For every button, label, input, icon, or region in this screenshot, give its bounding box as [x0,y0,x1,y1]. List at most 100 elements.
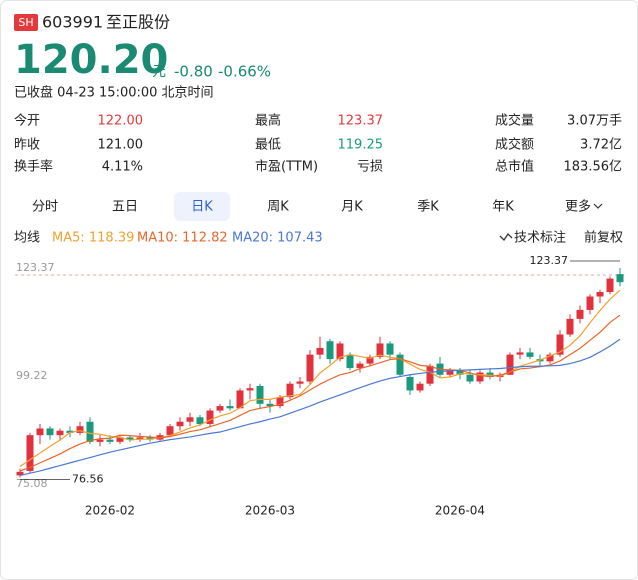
candle-body [306,354,314,382]
stat-value: 121.00 [98,138,144,153]
tab[interactable]: 更多 [565,199,591,215]
candle-body [216,406,224,411]
candle-body [256,385,264,404]
candle-body [336,343,344,360]
stat-value: 4.11% [102,160,143,175]
unit: 元 [152,64,166,80]
tab[interactable]: 年K [492,200,514,215]
candle-body [466,374,474,382]
ma-legend: MA10: 112.82 [137,231,228,246]
candle-body [326,341,334,360]
more-chevron [593,203,603,209]
candle-body [476,372,484,382]
candle-body [426,365,434,384]
stat-label: 市盈(TTM) [255,159,318,175]
candle-body [396,354,404,375]
candle-body [286,383,294,398]
candle-body [26,435,34,471]
tab[interactable]: 周K [267,200,289,215]
candle-body [376,343,384,357]
stat-label: 昨收 [14,138,40,153]
candle-body [506,354,514,375]
candle-body [356,363,364,369]
x-tick-label: 2026-04 [435,504,485,518]
x-tick-label: 2026-03 [245,504,295,518]
candle-body [606,278,614,293]
ma-line [19,314,621,472]
tab[interactable]: 季K [417,200,439,215]
change-pct: -0.66% [218,63,271,81]
change: -0.80 [174,63,213,81]
candle-body [226,406,234,409]
candle-body [16,471,24,476]
candle-body [366,356,374,364]
tab[interactable]: 月K [341,200,363,215]
badge: SH [18,16,33,29]
candle-body [546,354,554,362]
candle-body [36,428,44,436]
candle-body [166,426,174,436]
candle-body [186,417,194,422]
stat-label: 今开 [14,113,40,129]
price: 120.20 [14,37,168,83]
status: 已收盘 04-23 15:00:00 北京时间 [14,85,214,101]
ma-line [19,338,621,476]
stat-value: 119.25 [338,138,384,153]
candle-body [446,370,454,375]
y-tick-label: 75.08 [16,477,48,490]
candle-body [236,390,244,409]
candle-body [96,439,104,442]
active-tab-bg [174,192,230,221]
high-label: 123.37 [530,254,569,267]
x-tick-label: 2026-02 [85,504,135,518]
tab[interactable]: 日K [191,200,213,215]
stat-label: 成交量 [495,113,534,129]
candle-body [46,428,54,436]
tool[interactable]: 前复权 [584,230,623,246]
stat-label: 成交额 [495,137,534,153]
candle-body [456,370,464,375]
stat-label: 最低 [255,138,281,153]
candle-body [66,430,74,433]
candle-body [196,417,204,424]
y-tick-label: 123.37 [16,261,55,274]
tab[interactable]: 分时 [32,200,58,215]
stat-label: 总市值 [495,159,534,175]
stat-value: 122.00 [98,114,144,129]
candle-body [246,388,254,391]
stat-value: 183.56亿 [564,160,623,175]
stat-value: 123.37 [338,114,384,129]
tool-icon [499,232,513,242]
y-tick-label: 99.22 [16,369,48,382]
candle-body [56,430,64,436]
candle-body [616,274,624,283]
stat-label: 最高 [255,113,281,129]
code: 603991 [42,13,103,32]
candle-body [76,426,84,433]
stock-name: 至正股份 [106,13,170,32]
candle-body [146,437,154,440]
tab[interactable]: 五日 [112,200,138,215]
candle-body [276,397,284,407]
candle-body [176,421,184,427]
candle-body [346,354,354,369]
candle-body [586,296,594,310]
tool[interactable]: 技术标注 [514,231,566,246]
ma-legend: MA5: 118.39 [52,231,134,246]
candle-body [116,437,124,442]
indicator-label: 均线 [14,231,40,246]
ma-legend: MA20: 107.43 [232,231,323,246]
candle-body [596,292,604,297]
candle-body [296,381,304,384]
stat-label: 换手率 [14,159,53,175]
candle-body [386,343,394,355]
stat-value: 3.72亿 [580,138,622,153]
stat-value: 亏损 [357,160,383,175]
candle-body [266,403,274,407]
low-label: 76.56 [72,472,104,485]
candle-body [556,334,564,355]
candle-body [206,410,214,424]
candle-body [126,437,134,440]
